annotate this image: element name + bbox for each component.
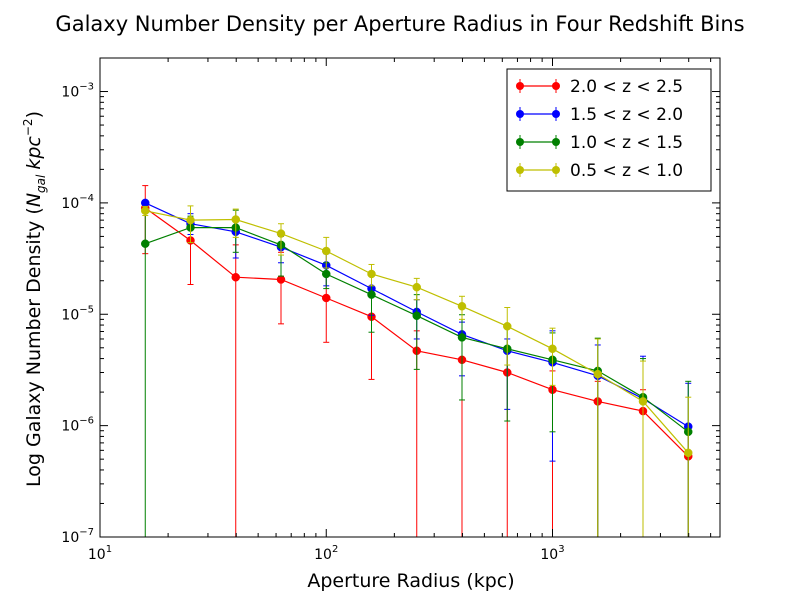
y-axis-label-math: N (23, 193, 45, 207)
legend-marker-left (516, 82, 524, 90)
series-3-point (503, 322, 512, 331)
y-axis: 10−710−610−510−410−3 (61, 57, 720, 546)
series-layer (141, 185, 693, 537)
series-3-point (367, 269, 376, 279)
y-tick-label-exp: −7 (79, 527, 94, 538)
y-tick-label-base: 10 (61, 530, 79, 546)
legend-item-3: 0.5 < z < 1.0 (516, 161, 683, 181)
y-axis-label-sup: −2 (21, 118, 35, 136)
y-tick-label: 10−3 (61, 82, 94, 101)
x-tick-label-base: 10 (540, 547, 558, 563)
series-3-point (548, 344, 557, 354)
x-tick-label-exp: 1 (106, 544, 112, 555)
series-0-point (231, 272, 240, 282)
series-3-point (593, 369, 603, 379)
x-tick-label-exp: 2 (332, 544, 338, 555)
series-3-point (412, 282, 422, 292)
series-3-point (683, 448, 693, 458)
series-0-point (276, 275, 286, 284)
legend-item-1: 1.5 < z < 2.0 (516, 105, 683, 125)
legend-label: 2.0 < z < 2.5 (570, 77, 683, 97)
series-2-point (412, 311, 422, 320)
x-tick-label: 103 (540, 544, 564, 563)
legend-marker-left (516, 138, 524, 146)
y-axis-label: Log Galaxy Number Density (Ngal kpc−2) (21, 111, 48, 487)
series-0-point (321, 293, 331, 303)
legend-item-2: 1.0 < z < 1.5 (516, 133, 683, 153)
x-tick-label-exp: 3 (558, 544, 564, 555)
legend-marker-right (552, 138, 560, 146)
legend-marker-left (516, 166, 524, 174)
x-axis-label: Aperture Radius (kpc) (307, 570, 514, 592)
legend-marker-right (552, 166, 560, 174)
series-3-point (186, 215, 195, 225)
legend-marker-left (516, 110, 524, 118)
y-tick-label: 10−4 (61, 193, 94, 212)
y-tick-label-exp: −3 (79, 82, 94, 93)
series-3-point (231, 215, 240, 224)
series-3-point (638, 397, 648, 406)
series-3-point (141, 206, 150, 216)
y-axis-label-text: Log Galaxy Number Density ( (23, 207, 45, 487)
x-tick-label-base: 10 (88, 547, 106, 563)
series-2-point (367, 290, 376, 299)
y-tick-label-base: 10 (61, 419, 79, 435)
series-3-point (276, 229, 286, 238)
y-axis-label-close: ) (23, 111, 45, 118)
chart-title: Galaxy Number Density per Aperture Radiu… (55, 12, 744, 36)
legend-label: 1.5 < z < 2.0 (570, 105, 683, 125)
legend-frame (506, 68, 712, 192)
x-axis: 101 102 103 (88, 58, 712, 563)
series-2-point (321, 269, 331, 279)
series-2-point (141, 239, 150, 248)
x-tick-label-base: 10 (314, 547, 332, 563)
series-3-point (321, 246, 331, 256)
y-tick-label-base: 10 (61, 307, 79, 323)
plot-frame (99, 57, 721, 538)
y-tick-label-exp: −5 (79, 304, 94, 315)
legend-item-0: 2.0 < z < 2.5 (516, 77, 683, 97)
x-tick-label: 102 (314, 544, 338, 563)
series-3-point (457, 302, 467, 311)
y-tick-label: 10−6 (61, 416, 94, 435)
y-axis-label-sub: gal (34, 174, 48, 193)
series-2-point (457, 333, 467, 342)
legend-label: 1.0 < z < 1.5 (570, 133, 683, 153)
legend-marker-right (552, 82, 560, 90)
legend: 2.0 < z < 2.5 1.5 < z < 2.0 1.0 < z < 1.5 0… (506, 68, 712, 192)
series-1-point (141, 198, 150, 208)
legend-label: 0.5 < z < 1.0 (570, 161, 683, 181)
y-tick-label-exp: −4 (79, 193, 94, 204)
x-tick-label: 101 (88, 544, 112, 563)
series-3 (141, 205, 693, 537)
y-tick-label-base: 10 (61, 85, 79, 101)
y-tick-label: 10−7 (61, 527, 94, 546)
y-tick-label: 10−5 (61, 304, 94, 323)
y-tick-label-base: 10 (61, 196, 79, 212)
y-axis-label-unit: kpc (23, 136, 45, 170)
legend-marker-right (552, 110, 560, 118)
y-tick-label-exp: −6 (79, 416, 94, 427)
